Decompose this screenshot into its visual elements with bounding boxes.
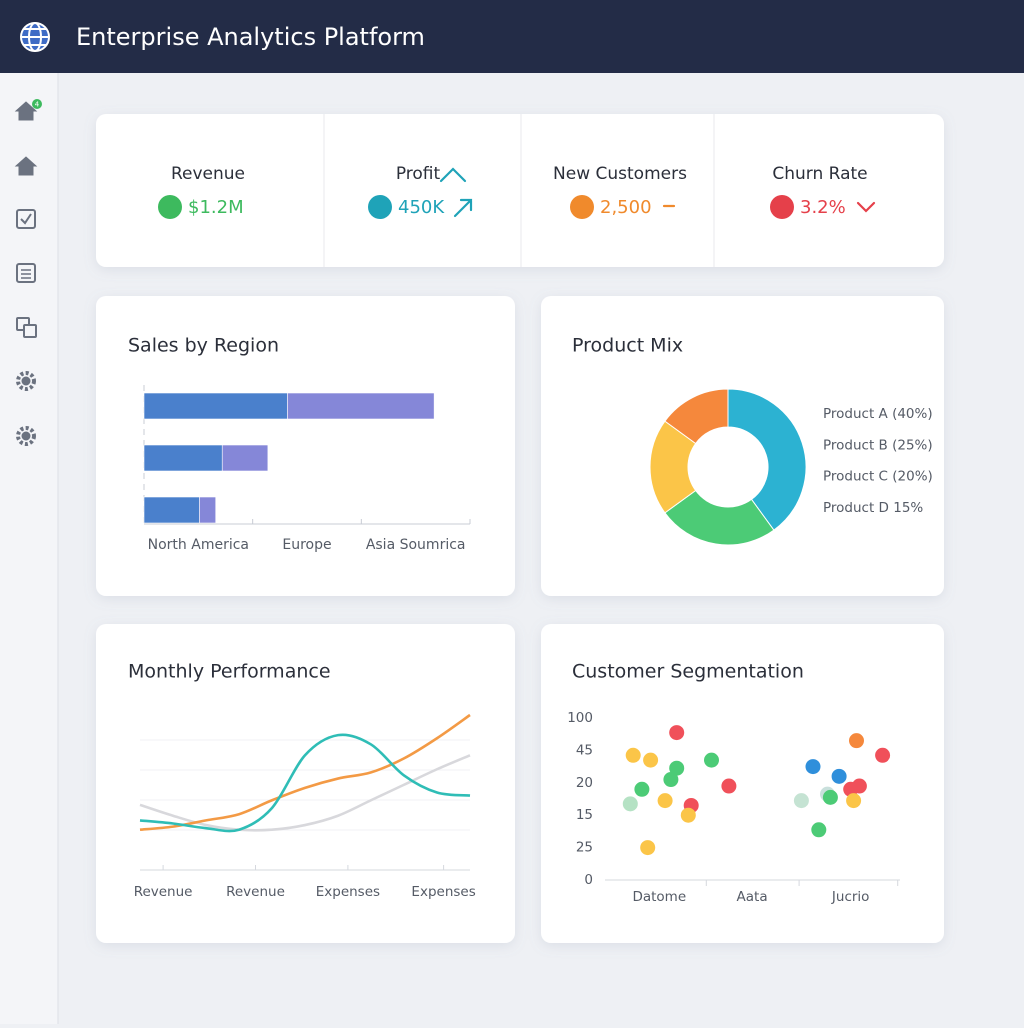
settings-icon[interactable] bbox=[16, 371, 36, 391]
scatter-point bbox=[805, 759, 821, 775]
badge bbox=[32, 99, 42, 109]
bar-segment bbox=[287, 392, 435, 420]
scatter-point bbox=[640, 840, 656, 856]
kpi-value: 3.2% bbox=[800, 197, 846, 218]
card bbox=[541, 624, 944, 943]
legend-label: Product D 15% bbox=[823, 500, 923, 516]
scatter-point bbox=[657, 793, 673, 809]
x-tick-label: Asia Soumrica bbox=[366, 537, 466, 553]
kpi-icon bbox=[368, 195, 392, 219]
scatter-point bbox=[704, 752, 719, 768]
y-tick-label: 100 bbox=[567, 710, 593, 726]
bar-segment bbox=[221, 444, 269, 472]
kpi-trends bbox=[439, 167, 876, 218]
y-tick-label: 25 bbox=[576, 840, 593, 856]
scatter-point bbox=[680, 807, 696, 823]
card bbox=[96, 624, 515, 943]
scatter-point bbox=[669, 725, 685, 741]
card bbox=[541, 296, 944, 596]
badge-count: 4 bbox=[35, 101, 40, 109]
kpi-value: 450K bbox=[398, 197, 445, 218]
y-tick-label: 15 bbox=[576, 807, 593, 823]
kpi-value: $1.2M bbox=[188, 197, 244, 218]
kpi-dividers bbox=[323, 114, 715, 267]
scatter-point bbox=[843, 781, 859, 797]
pages-icon-back bbox=[23, 324, 37, 338]
scatter-point bbox=[663, 772, 679, 788]
kpi-label: Revenue bbox=[171, 164, 245, 184]
scatter-point bbox=[831, 768, 847, 784]
scatter-point bbox=[793, 793, 809, 809]
home-icon[interactable] bbox=[14, 156, 38, 176]
scatter-point bbox=[625, 747, 641, 763]
tasks-icon[interactable] bbox=[16, 209, 36, 229]
y-tick-label: 0 bbox=[584, 872, 593, 888]
check bbox=[20, 213, 32, 225]
x-tick-label: Expenses bbox=[316, 884, 380, 900]
bar-segment bbox=[143, 444, 223, 472]
cards bbox=[96, 114, 944, 943]
bar-segment bbox=[199, 496, 217, 524]
scatter-point bbox=[634, 781, 650, 797]
scatter-point bbox=[643, 752, 659, 768]
x-tick-label: Aata bbox=[737, 889, 768, 905]
donut-slice bbox=[727, 388, 807, 531]
scatter-point bbox=[811, 822, 827, 838]
chart-title: Product Mix bbox=[572, 335, 683, 357]
scatter-point bbox=[822, 789, 838, 805]
x-tick-label: Revenue bbox=[226, 884, 285, 900]
kpi-icon bbox=[158, 195, 182, 219]
list-lines bbox=[21, 269, 31, 279]
kpi-icon bbox=[570, 195, 594, 219]
header bbox=[0, 0, 1024, 73]
logo bbox=[20, 22, 50, 52]
kpi-icon bbox=[770, 195, 794, 219]
settings-icon[interactable] bbox=[16, 426, 36, 446]
line-series bbox=[139, 733, 471, 833]
scatter-point bbox=[669, 760, 685, 776]
x-tick-label: Europe bbox=[282, 537, 331, 553]
scatter-point bbox=[875, 747, 891, 763]
chart-title: Customer Segmentation bbox=[572, 661, 804, 683]
kpi-card bbox=[96, 114, 944, 267]
kpi-label: New Customers bbox=[553, 164, 687, 184]
line-series bbox=[139, 713, 471, 831]
sidebar-icons bbox=[14, 101, 38, 446]
y-tick-label: 45 bbox=[576, 742, 593, 758]
donut-slice bbox=[664, 489, 775, 546]
scatter-point bbox=[846, 793, 862, 809]
home-icon[interactable] bbox=[14, 101, 38, 121]
x-tick-label: Jucrio bbox=[831, 889, 870, 905]
chart-title: Monthly Performance bbox=[128, 661, 331, 683]
settings-center bbox=[21, 431, 31, 441]
kpi-value: 2,500 bbox=[600, 197, 652, 218]
x-tick-label: Expenses bbox=[411, 884, 475, 900]
x-tick-label: North America bbox=[148, 537, 249, 553]
scatter-point bbox=[849, 733, 864, 749]
list-icon[interactable] bbox=[16, 263, 36, 283]
legend-label: Product C (20%) bbox=[823, 469, 933, 485]
legend-label: Product B (25%) bbox=[823, 437, 933, 453]
x-tick-label: Revenue bbox=[134, 884, 193, 900]
donut-slice bbox=[664, 388, 729, 445]
legend-label: Product A (40%) bbox=[823, 406, 933, 422]
app-title: Enterprise Analytics Platform bbox=[76, 23, 425, 51]
chart-title: Sales by Region bbox=[128, 335, 279, 357]
kpi-label: Churn Rate bbox=[772, 164, 867, 184]
bar-segment bbox=[143, 392, 288, 420]
kpi-label: Profit bbox=[396, 164, 441, 184]
scatter-point bbox=[721, 778, 737, 794]
y-tick-label: 20 bbox=[576, 775, 593, 791]
sidebar bbox=[0, 73, 58, 1024]
x-tick-label: Datome bbox=[632, 889, 686, 905]
scatter-point bbox=[622, 796, 638, 812]
settings-center bbox=[21, 376, 31, 386]
bar-segment bbox=[143, 496, 200, 524]
